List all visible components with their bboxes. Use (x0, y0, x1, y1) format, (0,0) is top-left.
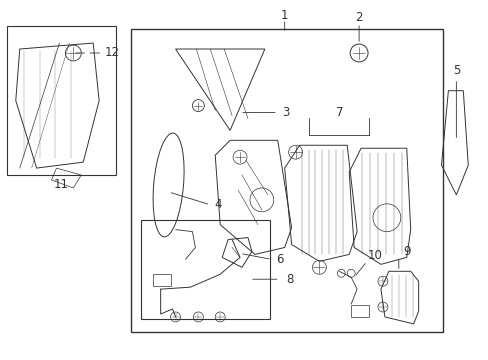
Text: 4: 4 (214, 198, 222, 211)
Text: 9: 9 (402, 245, 409, 258)
Text: 3: 3 (282, 106, 289, 119)
Text: 11: 11 (54, 179, 69, 192)
Bar (7, 26, 116, 175)
Text: 10: 10 (367, 249, 382, 262)
Text: 2: 2 (355, 11, 362, 24)
Text: 5: 5 (452, 64, 459, 77)
Text: 1: 1 (281, 9, 288, 22)
Text: 6: 6 (275, 253, 283, 266)
Bar (131, 29, 443, 332)
Bar (141, 220, 269, 319)
Text: 12: 12 (90, 46, 120, 59)
Bar (350, 305, 368, 317)
Text: 7: 7 (335, 106, 342, 119)
Bar (152, 274, 170, 286)
Text: 8: 8 (285, 273, 293, 286)
